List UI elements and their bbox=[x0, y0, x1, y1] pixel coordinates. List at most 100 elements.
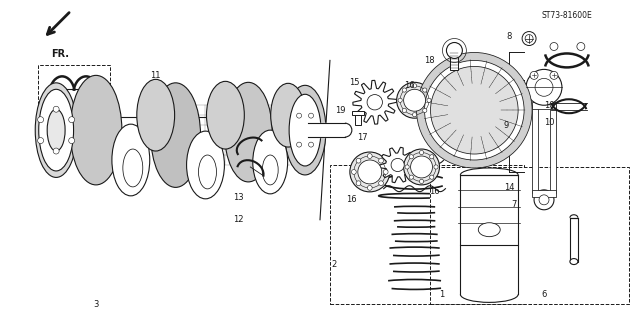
Ellipse shape bbox=[137, 79, 175, 151]
Text: 6: 6 bbox=[541, 290, 547, 299]
Bar bbox=[330, 165, 524, 304]
Ellipse shape bbox=[187, 131, 224, 199]
Circle shape bbox=[430, 175, 434, 179]
Polygon shape bbox=[352, 111, 364, 115]
Ellipse shape bbox=[206, 81, 245, 149]
Ellipse shape bbox=[262, 155, 278, 185]
Text: 12: 12 bbox=[233, 215, 243, 224]
Polygon shape bbox=[353, 80, 397, 124]
Circle shape bbox=[38, 117, 43, 123]
Circle shape bbox=[350, 152, 390, 192]
Circle shape bbox=[356, 158, 361, 163]
Ellipse shape bbox=[199, 155, 217, 189]
Text: 17: 17 bbox=[357, 132, 368, 141]
Circle shape bbox=[431, 67, 518, 154]
Ellipse shape bbox=[271, 83, 306, 147]
Circle shape bbox=[53, 106, 59, 112]
Circle shape bbox=[522, 32, 536, 45]
Circle shape bbox=[378, 181, 383, 186]
Circle shape bbox=[398, 98, 402, 102]
Circle shape bbox=[397, 82, 433, 118]
Circle shape bbox=[403, 108, 406, 113]
Text: FR.: FR. bbox=[51, 50, 69, 60]
Ellipse shape bbox=[284, 85, 326, 175]
Text: 2: 2 bbox=[331, 260, 336, 269]
Circle shape bbox=[427, 98, 431, 102]
Circle shape bbox=[430, 155, 434, 159]
Circle shape bbox=[391, 158, 404, 172]
Text: 19: 19 bbox=[334, 106, 345, 115]
Polygon shape bbox=[450, 51, 459, 70]
Bar bbox=[38, 65, 110, 153]
Circle shape bbox=[356, 181, 361, 186]
Circle shape bbox=[448, 84, 500, 136]
Ellipse shape bbox=[39, 89, 73, 171]
Circle shape bbox=[297, 142, 301, 147]
Text: 8: 8 bbox=[506, 32, 512, 41]
Text: 3: 3 bbox=[93, 300, 99, 309]
Polygon shape bbox=[532, 105, 538, 193]
Text: 18: 18 bbox=[424, 56, 435, 65]
Text: 10: 10 bbox=[544, 101, 554, 110]
Circle shape bbox=[38, 138, 43, 144]
Circle shape bbox=[550, 71, 558, 79]
Circle shape bbox=[461, 96, 488, 124]
Text: 16: 16 bbox=[404, 81, 415, 90]
Polygon shape bbox=[355, 115, 361, 125]
Circle shape bbox=[413, 113, 417, 117]
Circle shape bbox=[577, 43, 585, 51]
Circle shape bbox=[525, 35, 533, 43]
Circle shape bbox=[417, 52, 532, 168]
Text: ST73-81600E: ST73-81600E bbox=[541, 11, 592, 20]
Circle shape bbox=[434, 165, 438, 169]
Circle shape bbox=[409, 155, 413, 159]
Circle shape bbox=[423, 88, 427, 92]
Text: 13: 13 bbox=[233, 193, 244, 202]
Ellipse shape bbox=[47, 109, 65, 151]
Circle shape bbox=[352, 170, 356, 174]
Ellipse shape bbox=[478, 223, 500, 237]
Polygon shape bbox=[461, 175, 518, 244]
Ellipse shape bbox=[570, 259, 578, 265]
Circle shape bbox=[405, 165, 409, 169]
Circle shape bbox=[424, 60, 524, 160]
Circle shape bbox=[443, 78, 506, 142]
Circle shape bbox=[411, 156, 433, 178]
Circle shape bbox=[530, 71, 538, 79]
Ellipse shape bbox=[123, 149, 143, 187]
Text: 1: 1 bbox=[439, 290, 444, 299]
Ellipse shape bbox=[35, 83, 77, 177]
Circle shape bbox=[423, 108, 427, 113]
Circle shape bbox=[454, 90, 494, 130]
Ellipse shape bbox=[151, 83, 201, 188]
Polygon shape bbox=[570, 218, 578, 261]
Circle shape bbox=[297, 113, 301, 118]
Circle shape bbox=[358, 160, 382, 184]
Ellipse shape bbox=[289, 94, 321, 166]
Ellipse shape bbox=[253, 130, 288, 194]
Circle shape bbox=[447, 43, 462, 59]
Circle shape bbox=[383, 170, 388, 174]
Ellipse shape bbox=[224, 82, 272, 182]
Ellipse shape bbox=[112, 124, 150, 196]
Text: 16: 16 bbox=[429, 188, 440, 196]
Circle shape bbox=[368, 154, 372, 158]
Circle shape bbox=[403, 88, 406, 92]
Circle shape bbox=[419, 150, 424, 155]
Polygon shape bbox=[532, 190, 556, 197]
Ellipse shape bbox=[535, 78, 553, 96]
Polygon shape bbox=[550, 105, 556, 193]
Text: 9: 9 bbox=[504, 121, 509, 130]
Ellipse shape bbox=[70, 76, 122, 185]
Ellipse shape bbox=[526, 69, 562, 105]
Circle shape bbox=[368, 186, 372, 190]
Circle shape bbox=[419, 179, 424, 183]
Circle shape bbox=[53, 148, 59, 154]
Bar bbox=[429, 167, 629, 304]
Circle shape bbox=[69, 138, 75, 144]
Circle shape bbox=[69, 117, 75, 123]
Text: 14: 14 bbox=[504, 183, 515, 192]
Polygon shape bbox=[532, 102, 556, 109]
Circle shape bbox=[413, 84, 417, 88]
Text: 11: 11 bbox=[150, 71, 161, 80]
